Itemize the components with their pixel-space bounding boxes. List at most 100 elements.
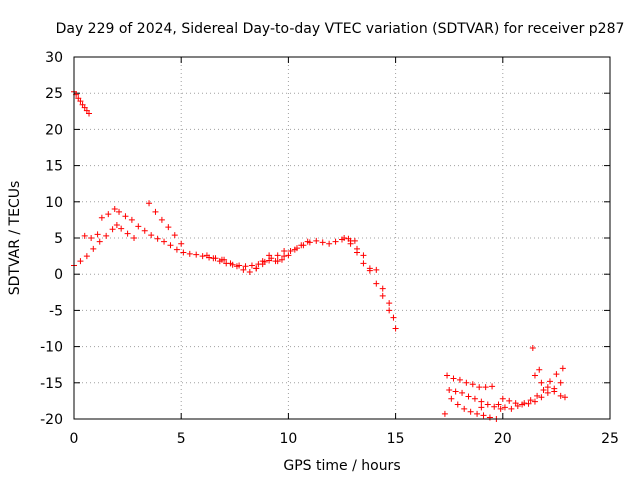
data-point [306, 239, 313, 246]
data-point [259, 261, 266, 268]
data-point [173, 246, 180, 253]
data-point [167, 242, 174, 249]
data-point [551, 388, 558, 395]
data-point [501, 404, 508, 411]
data-point [128, 216, 135, 223]
y-axis-label: SDTVAR / TECUs [7, 181, 23, 296]
data-point [223, 260, 230, 267]
data-point [386, 300, 393, 307]
data-point [193, 251, 200, 258]
data-point [536, 366, 543, 373]
y-tick-label: 20 [45, 122, 63, 138]
data-point [105, 211, 112, 218]
data-point [293, 245, 300, 252]
series-arc-morning-c [146, 200, 185, 247]
series-arc-evening-b [446, 387, 504, 412]
data-point [124, 230, 131, 237]
data-point [538, 379, 545, 386]
data-point [525, 400, 532, 407]
data-point [242, 263, 249, 270]
data-point [278, 256, 285, 263]
x-tick-label: 15 [387, 431, 405, 447]
data-point [506, 397, 513, 404]
data-point [360, 252, 367, 259]
data-point [519, 401, 526, 408]
data-point [116, 208, 123, 215]
data-point [246, 269, 253, 276]
data-point [538, 394, 545, 401]
data-point [81, 232, 88, 239]
data-point [146, 200, 153, 207]
x-tick-label: 0 [70, 431, 79, 447]
data-point [373, 266, 380, 273]
data-point [326, 240, 333, 247]
data-point [474, 410, 481, 417]
data-point [512, 400, 519, 407]
series-arc-evening-a [444, 372, 496, 391]
data-point [379, 285, 386, 292]
series-outliers [441, 345, 543, 417]
data-point [347, 240, 354, 247]
plot-frame [73, 56, 611, 420]
data-point [158, 216, 165, 223]
data-point [553, 371, 560, 378]
data-point [544, 384, 551, 391]
data-point [557, 392, 564, 399]
data-point [461, 405, 468, 412]
y-tick-label: 25 [45, 86, 63, 102]
data-point [240, 266, 247, 273]
data-points [71, 88, 568, 422]
x-tick-label: 5 [177, 431, 186, 447]
data-point [373, 280, 380, 287]
data-point [281, 253, 288, 260]
data-point [478, 404, 485, 411]
data-point [489, 383, 496, 390]
data-point [300, 242, 307, 249]
data-point [544, 389, 551, 396]
y-tick-label: 30 [45, 50, 63, 66]
data-point [495, 401, 502, 408]
data-point [180, 249, 187, 256]
data-point [497, 405, 504, 412]
y-tick-label: -15 [40, 376, 63, 392]
data-point [103, 232, 110, 239]
data-point [131, 235, 138, 241]
data-point [379, 292, 386, 299]
data-point [482, 384, 489, 391]
data-point [274, 252, 281, 259]
data-point [203, 252, 210, 259]
data-point [148, 232, 155, 239]
data-point [531, 372, 538, 379]
series-arc-mid-d [274, 235, 358, 265]
data-point [450, 375, 457, 382]
data-point [531, 398, 538, 405]
data-point [446, 387, 453, 394]
data-point [499, 395, 506, 402]
data-point [469, 381, 476, 388]
data-point [366, 267, 373, 274]
data-point [229, 261, 236, 268]
data-point [236, 262, 243, 269]
data-point [186, 250, 193, 257]
data-point [109, 226, 116, 233]
data-point [86, 110, 93, 117]
data-point [486, 414, 493, 421]
data-point [141, 227, 148, 234]
data-point [88, 235, 95, 241]
x-axis-label: GPS time / hours [283, 458, 400, 474]
data-point [559, 365, 566, 372]
data-point [248, 262, 255, 269]
data-point [90, 245, 97, 252]
data-point [221, 256, 228, 263]
y-tick-label: 15 [45, 159, 63, 175]
data-point [471, 395, 478, 402]
data-point [392, 325, 399, 332]
series-arc-afternoon-b [341, 235, 397, 321]
data-point [448, 395, 455, 402]
x-tick-label: 20 [494, 431, 512, 447]
data-point [98, 214, 105, 221]
data-point [111, 206, 118, 213]
data-point [456, 376, 463, 383]
data-point [557, 379, 564, 386]
